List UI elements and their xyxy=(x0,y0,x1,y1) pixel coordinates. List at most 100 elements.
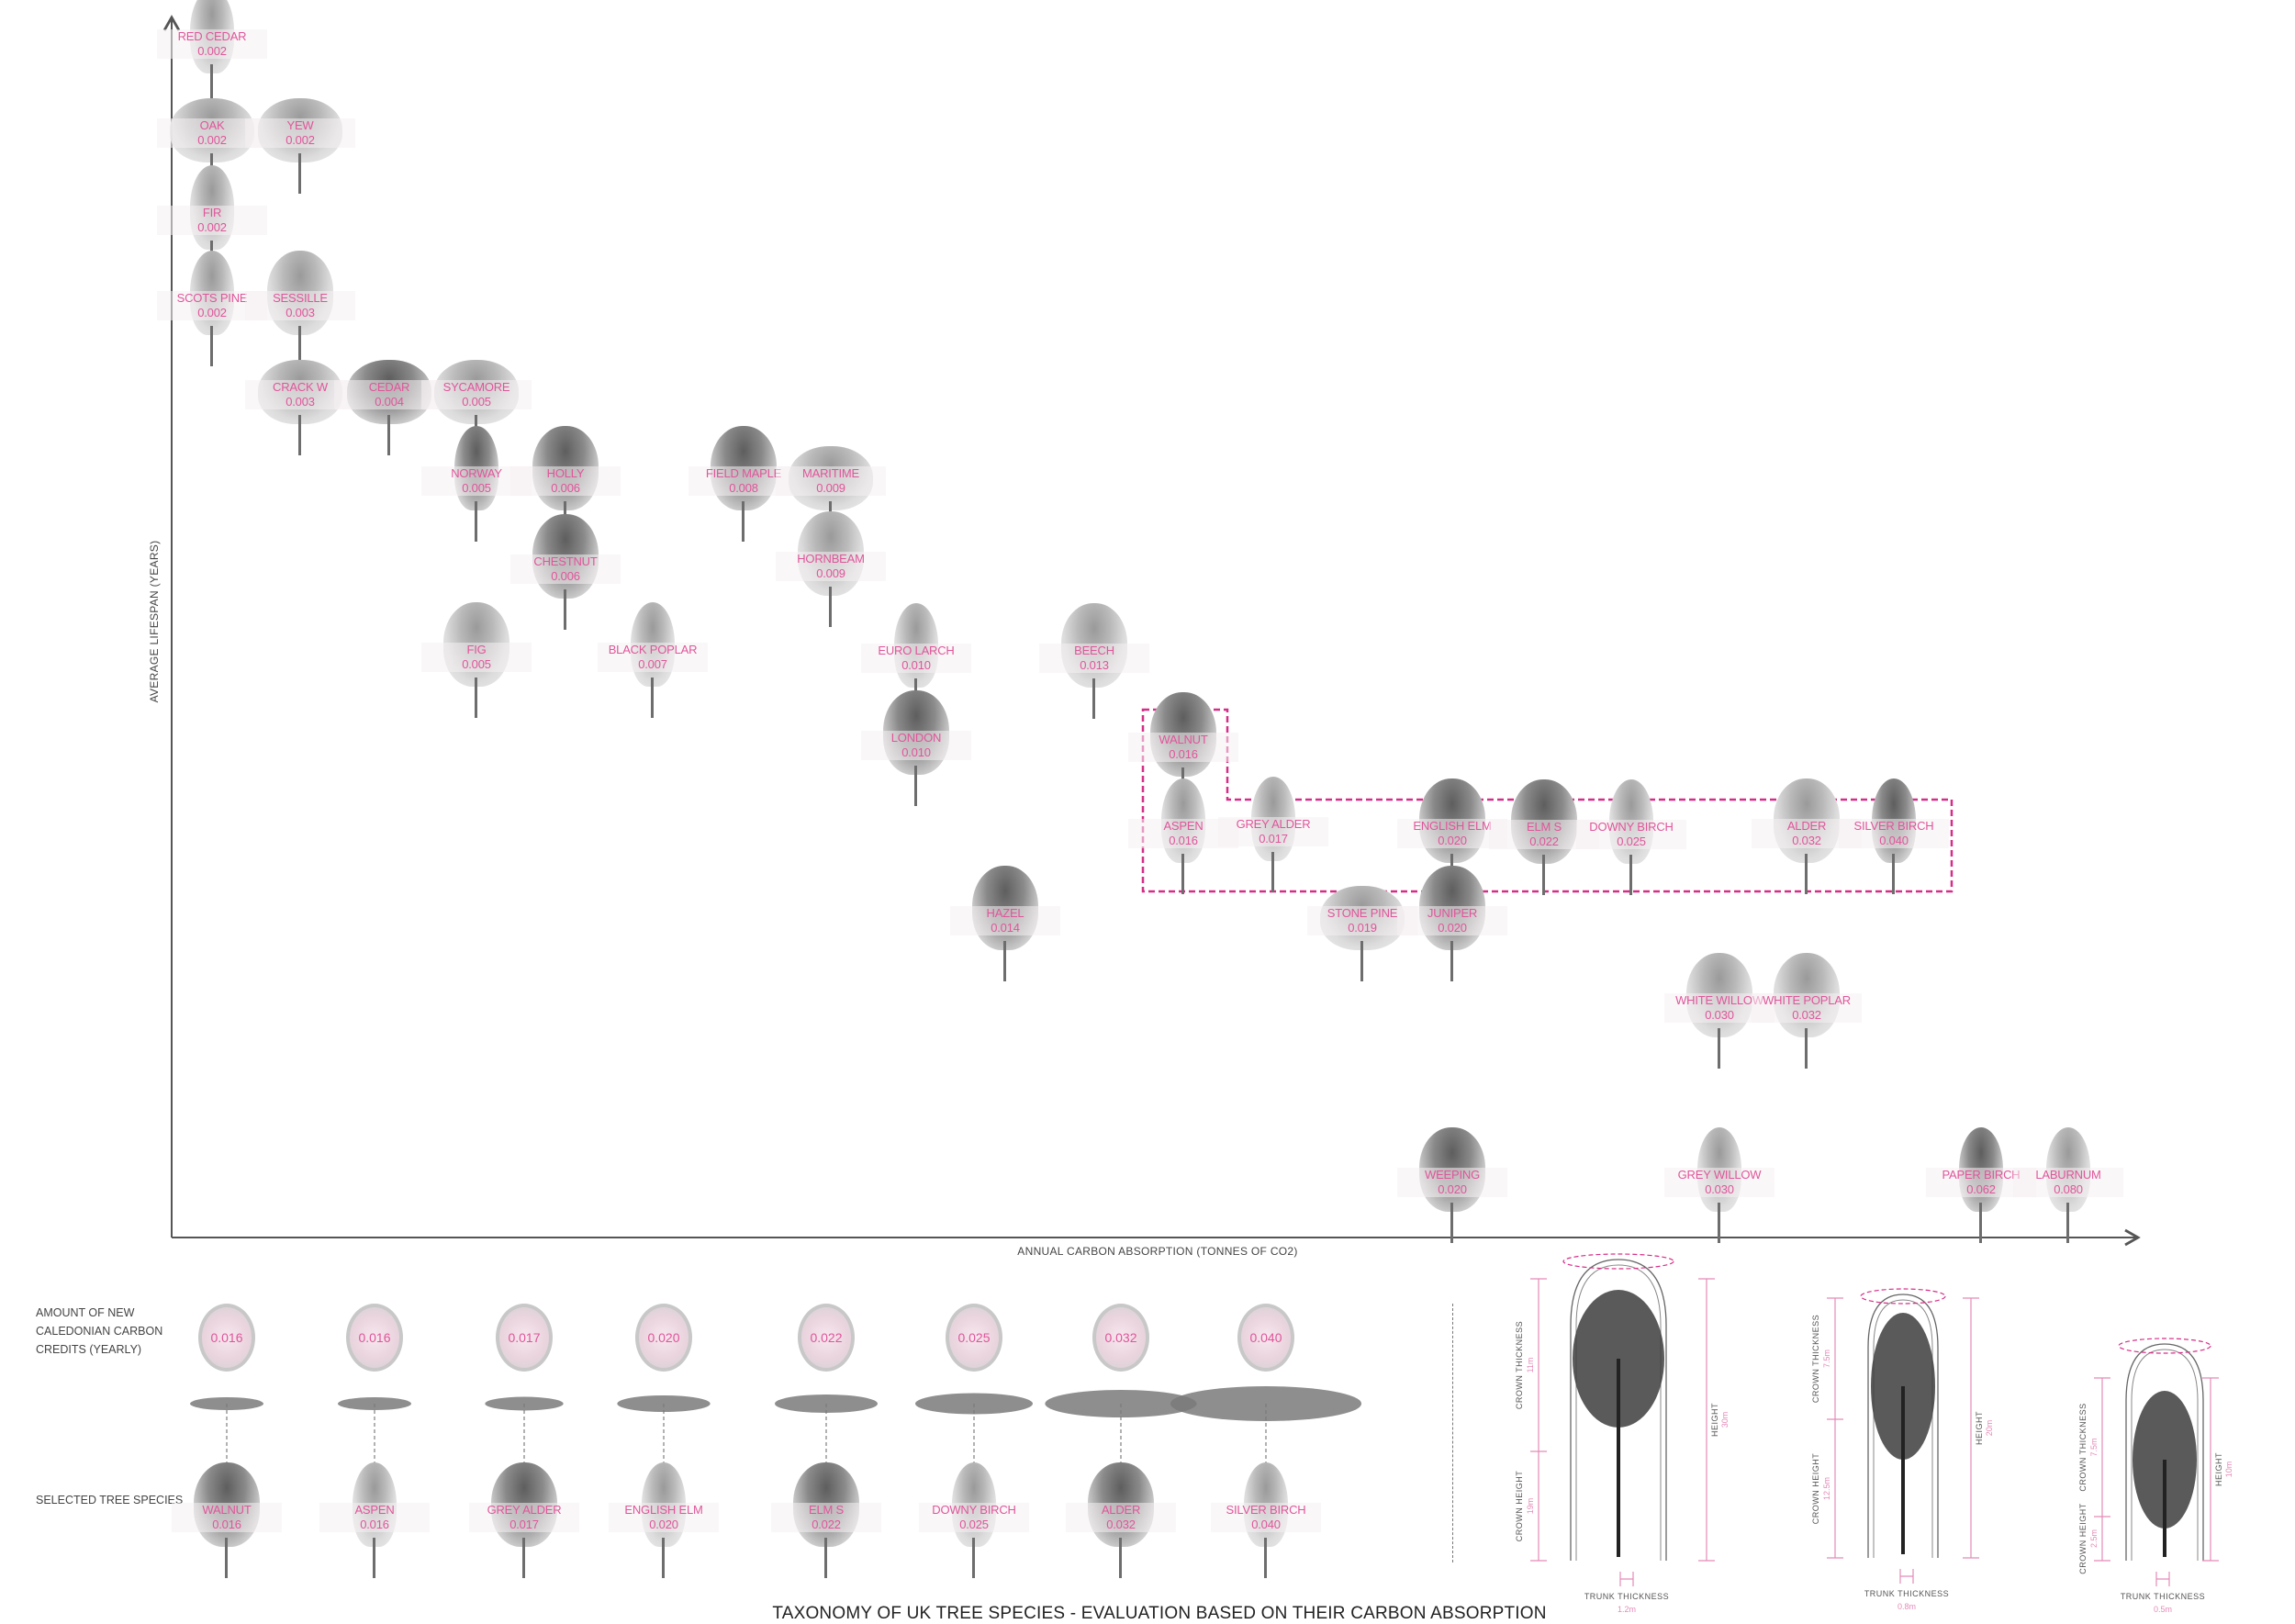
tree-name: DOWNY BIRCH xyxy=(1589,820,1674,834)
tree-name: HOLLY xyxy=(546,466,585,480)
tree-label: HOLLY 0.006 xyxy=(510,466,621,496)
tree-absorption-value: 0.016 xyxy=(212,1518,241,1531)
tree-absorption-value: 0.013 xyxy=(1080,658,1109,672)
crown-thickness-label: CROWN THICKNESS xyxy=(1515,1321,1524,1409)
arch-frame xyxy=(1570,1259,1667,1561)
height-value: 10m xyxy=(2224,1462,2233,1478)
tree-name: BEECH xyxy=(1074,644,1114,657)
tree-name: JUNIPER xyxy=(1427,906,1478,920)
tree-trunk xyxy=(475,678,477,718)
tree-label: JUNIPER 0.020 xyxy=(1397,906,1507,935)
tree-absorption-value: 0.080 xyxy=(2054,1182,2083,1196)
tree-label: WALNUT 0.016 xyxy=(1128,733,1238,762)
tree-name: ELM S xyxy=(1526,820,1562,834)
carbon-credit-coin-icon: 0.020 xyxy=(635,1304,692,1372)
tree-trunk xyxy=(298,415,301,455)
tree-label: FIR 0.002 xyxy=(157,206,267,235)
tree-trunk xyxy=(742,501,744,542)
tree-absorption-value: 0.022 xyxy=(1529,834,1559,848)
tree-label: ENGLISH ELM 0.020 xyxy=(609,1503,719,1532)
crown-thickness-value: 11m xyxy=(1526,1358,1535,1373)
tree-trunk xyxy=(564,589,566,630)
tree-absorption-value: 0.006 xyxy=(551,481,580,495)
tree-name: CHESTNUT xyxy=(533,554,598,568)
tree-absorption-value: 0.025 xyxy=(1617,834,1646,848)
tree-label: WALNUT 0.016 xyxy=(172,1503,282,1532)
tree-absorption-value: 0.002 xyxy=(197,133,227,147)
crown-spread-ellipse xyxy=(2118,1338,2211,1354)
tree-absorption-value: 0.019 xyxy=(1348,921,1377,935)
tree-name: NORWAY xyxy=(451,466,502,480)
crown-thickness-label: CROWN THICKNESS xyxy=(1811,1315,1820,1403)
credit-value: 0.017 xyxy=(508,1330,541,1345)
tree-absorption-value: 0.030 xyxy=(1705,1008,1734,1022)
tree-label: ELM S 0.022 xyxy=(771,1503,881,1532)
tree-absorption-value: 0.020 xyxy=(1438,834,1467,847)
crown-thickness-label: CROWN THICKNESS xyxy=(2078,1403,2088,1491)
tree-absorption-value: 0.022 xyxy=(812,1518,841,1531)
tree-name: GREY ALDER xyxy=(487,1503,562,1517)
arch-frame xyxy=(2125,1343,2204,1561)
tree-absorption-value: 0.017 xyxy=(509,1518,539,1531)
tree-name: PAPER BIRCH xyxy=(1942,1168,2021,1182)
tree-absorption-value: 0.040 xyxy=(1879,834,1909,847)
tree-label: GREY ALDER 0.017 xyxy=(1218,817,1328,846)
tree-name: SILVER BIRCH xyxy=(1226,1503,1306,1517)
tree-name: WALNUT xyxy=(202,1503,252,1517)
tree-label: GREY ALDER 0.017 xyxy=(469,1503,579,1532)
trunk-dimension-marker xyxy=(1899,1569,1914,1584)
tree-absorption-value: 0.008 xyxy=(729,481,758,495)
tree-trunk xyxy=(522,1538,525,1578)
tree-label: BLACK POPLAR 0.007 xyxy=(598,643,708,672)
tree-trunk xyxy=(475,501,477,542)
tree-label: SILVER BIRCH 0.040 xyxy=(1211,1503,1321,1532)
x-axis-label: ANNUAL CARBON ABSORPTION (TONNES OF CO2) xyxy=(1017,1245,1298,1258)
tree-name: CRACK W xyxy=(273,380,328,394)
tree-name: WHITE WILLOW xyxy=(1675,993,1763,1007)
credits-label: AMOUNT OF NEW CALEDONIAN CARBON CREDITS … xyxy=(36,1304,162,1359)
tree-label: DOWNY BIRCH 0.025 xyxy=(1576,820,1686,849)
tree-trunk xyxy=(1718,1028,1720,1069)
tree-name: ENGLISH ELM xyxy=(624,1503,703,1517)
tree-trunk xyxy=(662,1538,665,1578)
tree-trunk xyxy=(1629,855,1632,895)
tree-trunk xyxy=(210,326,213,366)
tree-absorption-value: 0.014 xyxy=(991,921,1020,935)
tree-name: FIG xyxy=(466,643,487,656)
tree-absorption-value: 0.017 xyxy=(1259,832,1288,846)
tree-absorption-value: 0.010 xyxy=(901,658,931,672)
tree-name: ELM S xyxy=(808,1503,844,1517)
tree-name: WHITE POPLAR xyxy=(1763,993,1851,1007)
tree-trunk xyxy=(1450,1203,1453,1243)
tree-absorption-value: 0.005 xyxy=(462,395,491,409)
tree-absorption-value: 0.003 xyxy=(285,395,315,409)
arch-frame xyxy=(2131,1349,2199,1561)
tree-trunk xyxy=(210,64,213,105)
trunk-thickness-value: 0.8m xyxy=(1898,1602,1916,1611)
tree-trunk xyxy=(1542,855,1545,895)
tree-absorption-value: 0.025 xyxy=(959,1518,989,1531)
absorption-ellipse xyxy=(190,1397,263,1410)
tree-name: OAK xyxy=(199,118,225,132)
tree-label: HAZEL 0.014 xyxy=(950,906,1060,935)
tree-label: YEW 0.002 xyxy=(245,118,355,148)
tree-label: ASPEN 0.016 xyxy=(319,1503,430,1532)
carbon-credit-coin-icon: 0.017 xyxy=(496,1304,553,1372)
tree-name: HAZEL xyxy=(986,906,1024,920)
crown-thickness-value: 7.5m xyxy=(1822,1350,1831,1368)
carbon-credit-coin-icon: 0.032 xyxy=(1092,1304,1149,1372)
tree-absorption-value: 0.032 xyxy=(1106,1518,1136,1531)
tree-absorption-value: 0.016 xyxy=(1169,747,1198,761)
carbon-credit-coin-icon: 0.022 xyxy=(798,1304,855,1372)
carbon-credit-coin-icon: 0.040 xyxy=(1237,1304,1294,1372)
tree-name: ASPEN xyxy=(1163,819,1203,833)
tree-name: YEW xyxy=(286,118,314,132)
tree-name: SESSILLE xyxy=(273,291,328,305)
tree-trunk xyxy=(1979,1203,1982,1243)
tree-name: BLACK POPLAR xyxy=(608,643,698,656)
absorption-ellipse xyxy=(1045,1390,1197,1417)
page-title: TAXONOMY OF UK TREE SPECIES - EVALUATION… xyxy=(772,1604,1547,1623)
crown-height-label: CROWN HEIGHT xyxy=(1515,1471,1524,1542)
tree-absorption-value: 0.020 xyxy=(1438,921,1467,935)
